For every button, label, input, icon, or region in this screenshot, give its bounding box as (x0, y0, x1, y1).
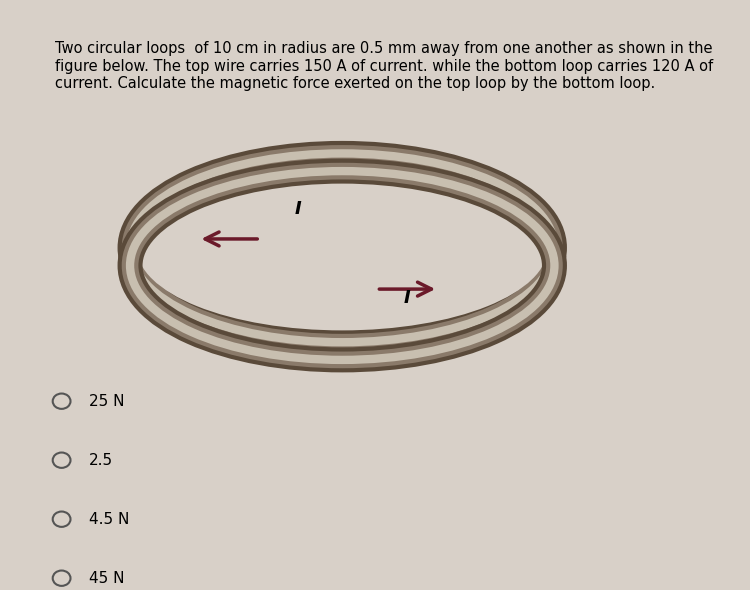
Text: I: I (404, 289, 411, 307)
Text: Two circular loops  of 10 cm in radius are 0.5 mm away from one another as shown: Two circular loops of 10 cm in radius ar… (55, 41, 713, 91)
Text: I: I (295, 201, 302, 218)
Text: 2.5: 2.5 (89, 453, 113, 468)
Text: 45 N: 45 N (89, 571, 124, 586)
Text: 4.5 N: 4.5 N (89, 512, 129, 527)
Text: 25 N: 25 N (89, 394, 124, 409)
Ellipse shape (137, 165, 548, 330)
